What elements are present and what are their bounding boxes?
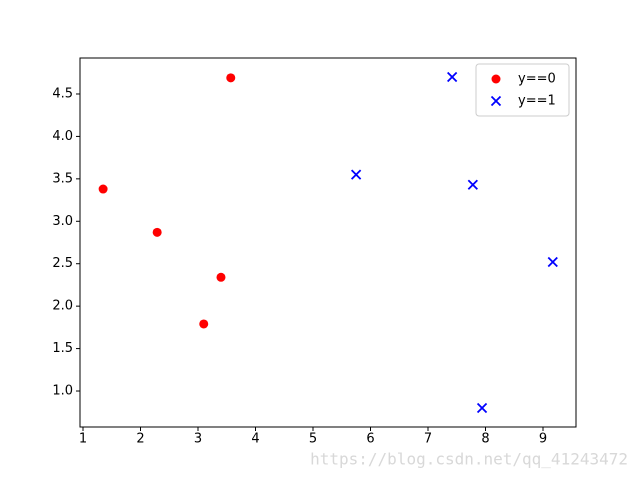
point — [152, 227, 162, 237]
x-tick-label: 5 — [309, 432, 317, 447]
x-tick-label: 6 — [366, 432, 374, 447]
point — [216, 272, 226, 282]
legend-label: y==0 — [518, 72, 556, 87]
y-tick-label: 3.0 — [52, 214, 73, 229]
y-tick-label: 2.5 — [52, 256, 73, 271]
point — [476, 402, 488, 414]
y-tick-label: 1.5 — [52, 341, 73, 356]
x-tick-label: 7 — [424, 432, 432, 447]
y-tick-label: 4.5 — [52, 86, 73, 101]
point — [350, 169, 362, 180]
axes-frame — [79, 57, 577, 428]
legend-marker — [490, 95, 502, 107]
x-tick-label: 3 — [194, 432, 202, 447]
point — [226, 73, 236, 83]
point — [98, 184, 108, 194]
point — [467, 179, 478, 190]
y-tick-label: 3.5 — [52, 171, 73, 186]
x-tick-label: 8 — [481, 432, 489, 447]
point — [447, 71, 458, 83]
x-tick-label: 9 — [539, 432, 547, 447]
legend-label: y==1 — [518, 94, 556, 109]
point — [547, 256, 558, 268]
y-tick-label: 2.0 — [52, 299, 73, 314]
x-tick-label: 1 — [79, 432, 87, 447]
y-tick-label: 1.0 — [52, 384, 73, 399]
watermark: https://blog.csdn.net/qq_41243472 — [310, 450, 628, 469]
legend-marker — [491, 74, 501, 84]
x-tick-label: 4 — [251, 432, 259, 447]
point — [199, 319, 209, 329]
y-tick-label: 4.0 — [52, 129, 73, 144]
x-tick-label: 2 — [136, 432, 144, 447]
